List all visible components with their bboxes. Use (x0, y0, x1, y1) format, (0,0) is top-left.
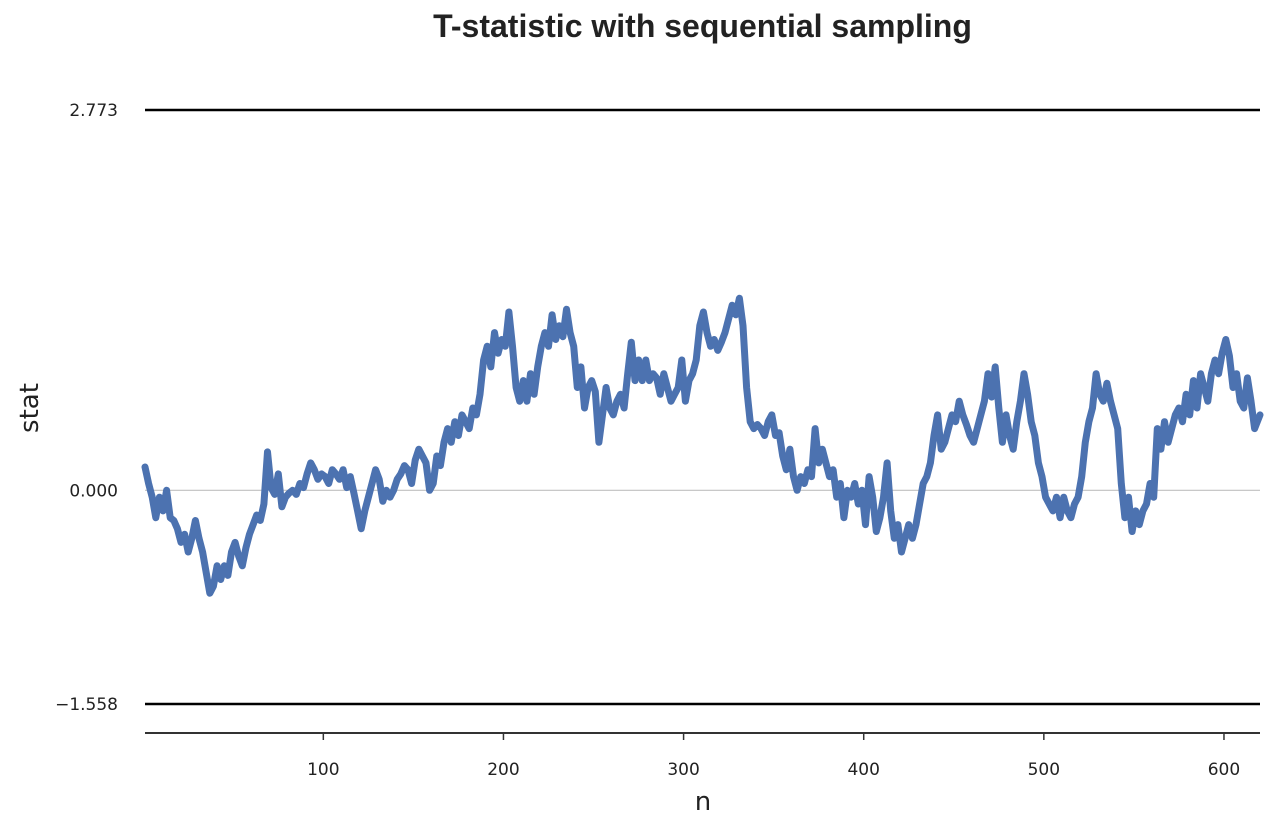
x-axis-label: n (695, 787, 711, 817)
y-tick-label: −1.558 (55, 695, 118, 715)
chart-title: T-statistic with sequential sampling (433, 8, 972, 44)
y-ticks: 2.773 0.000 −1.558 (55, 101, 118, 715)
x-tick-label: 600 (1208, 760, 1240, 780)
y-axis-label: stat (15, 383, 45, 433)
x-tick-label: 300 (667, 760, 699, 780)
x-tick-label: 100 (307, 760, 339, 780)
x-tick-label: 400 (847, 760, 879, 780)
x-tick-label: 200 (487, 760, 519, 780)
x-tick-label: 500 (1028, 760, 1060, 780)
y-tick-label: 0.000 (69, 481, 118, 501)
y-tick-label: 2.773 (69, 101, 118, 121)
x-ticks: 100 200 300 400 500 600 (307, 733, 1240, 780)
series-line (141, 294, 1264, 597)
